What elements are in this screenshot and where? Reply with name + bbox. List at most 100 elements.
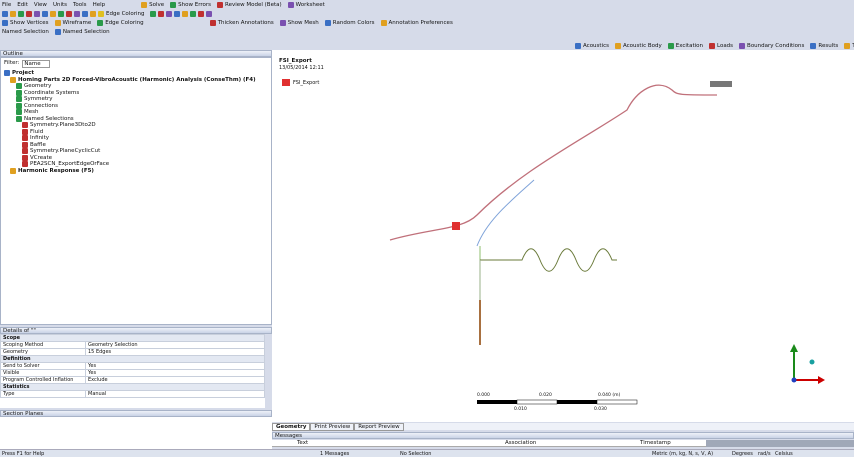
tool-button[interactable]: Edge Coloring	[98, 10, 144, 17]
tool-button[interactable]: Acoustic Body	[614, 42, 662, 49]
tree-item[interactable]: Coordinate Systems	[4, 90, 256, 97]
tool-label: Random Colors	[332, 19, 375, 26]
menu-label: Edit	[17, 1, 28, 8]
detail-row[interactable]: Type Manual	[0, 390, 265, 398]
icon	[97, 19, 104, 26]
tool-button[interactable]: Thicken Annotations	[209, 19, 274, 26]
tree-item[interactable]: Baffle	[4, 142, 256, 149]
scale-label: 0.010	[514, 407, 527, 412]
tool-label: Show Vertices	[10, 19, 49, 26]
tool-icon[interactable]	[82, 10, 88, 17]
tool-icon[interactable]	[90, 10, 96, 17]
scale-label: 0.000	[477, 393, 490, 398]
tree-item[interactable]: Symmetry.Plane3Dto2D	[4, 122, 256, 129]
tool-button[interactable]: Random Colors	[324, 19, 375, 26]
tool-button[interactable]: Loads	[708, 42, 733, 49]
tree-item[interactable]: VCreate	[4, 155, 256, 162]
menu-item[interactable]: Tools	[73, 2, 87, 8]
tree-icon	[10, 167, 16, 174]
tool-button[interactable]: Wireframe	[54, 19, 91, 26]
detail-row[interactable]: Program Controlled Inflation Exclude	[0, 376, 265, 384]
tree-label: PEA2SCN_ExportEdgeOrFace	[30, 161, 110, 167]
tree-item[interactable]: PEA2SCN_ExportEdgeOrFace	[4, 161, 256, 168]
tool-button[interactable]: Acoustics	[575, 42, 609, 49]
tool-button[interactable]: Tools	[844, 42, 854, 49]
tree-item[interactable]: Symmetry.PlaneCyclicCut	[4, 148, 256, 155]
column-header: Association	[505, 440, 537, 446]
tool-icon[interactable]	[10, 10, 16, 17]
tool-button[interactable]: Results	[810, 42, 838, 49]
tab[interactable]: Geometry	[272, 422, 311, 431]
tab[interactable]: Print Preview	[310, 422, 355, 431]
tool-icon[interactable]	[150, 10, 157, 17]
tree-label: Infinity	[30, 135, 49, 141]
tool-button[interactable]: Excitation	[667, 42, 703, 49]
tree-item[interactable]: Homing Parts 2D Forced-VibroAcoustic (Ha…	[4, 77, 256, 84]
menu-item[interactable]: Solve	[141, 1, 164, 8]
section-planes-header: Section Planes	[0, 410, 272, 417]
viewport[interactable]	[272, 50, 854, 422]
tool-icon[interactable]	[190, 10, 197, 17]
filter-field[interactable]: Name	[22, 60, 50, 68]
tool-icon[interactable]	[58, 10, 64, 17]
detail-key: Scoping Method	[0, 341, 86, 349]
tool-label: Acoustic Body	[622, 42, 662, 49]
menu-bar: File Edit View Units Tools Help Solve Show Erro…	[2, 0, 854, 9]
tool-icon[interactable]	[158, 10, 165, 17]
tool-icon[interactable]	[26, 10, 32, 17]
tool-icon[interactable]	[174, 10, 181, 17]
group-row: Scope	[0, 334, 265, 342]
tree-icon	[22, 161, 28, 168]
tool-icon[interactable]	[206, 10, 213, 17]
tool-button[interactable]: Show Mesh	[279, 19, 319, 26]
menu-item[interactable]: Units	[53, 2, 67, 8]
tool-button[interactable]: Annotation Preferences	[380, 19, 453, 26]
tool-icon[interactable]	[198, 10, 205, 17]
detail-row[interactable]: Scoping Method Geometry Selection	[0, 341, 265, 349]
tree-item[interactable]: Connections	[4, 103, 256, 110]
icon	[98, 10, 104, 17]
tree-item[interactable]: Named Selections	[4, 116, 256, 123]
tool-icon[interactable]	[182, 10, 189, 17]
filter-label: Filter:	[4, 60, 20, 66]
tree-item[interactable]: Project	[4, 70, 256, 77]
icon	[380, 19, 387, 26]
tool-icon[interactable]	[166, 10, 173, 17]
menu-item[interactable]: Review Model (Beta)	[217, 1, 282, 8]
tab[interactable]: Report Preview	[354, 422, 404, 431]
tool-button[interactable]: Edge Coloring	[97, 19, 144, 26]
tool-icon[interactable]	[18, 10, 24, 17]
tool-button[interactable]: Named Selection	[2, 29, 49, 35]
tree-item[interactable]: Fluid	[4, 129, 256, 136]
section-planes-panel	[0, 417, 272, 449]
scale-label: 0.030	[594, 407, 607, 412]
tool-button[interactable]: Show Vertices	[2, 19, 49, 26]
tree-item[interactable]: Infinity	[4, 135, 256, 142]
tree-item[interactable]: Geometry	[4, 83, 256, 90]
tree-item[interactable]: Harmonic Response (F5)	[4, 168, 256, 175]
menu-item[interactable]: Edit	[17, 2, 28, 8]
group-name: Statistics	[0, 383, 265, 391]
group-row: Definition	[0, 355, 265, 363]
tool-icon[interactable]	[66, 10, 72, 17]
menu-item[interactable]: Worksheet	[287, 1, 325, 8]
tool-button[interactable]: Named Selection	[54, 28, 110, 35]
tool-icon[interactable]	[42, 10, 48, 17]
menu-item[interactable]: View	[34, 2, 47, 8]
tree-item[interactable]: Mesh	[4, 109, 256, 116]
tool-button[interactable]: Boundary Conditions	[739, 42, 804, 49]
tool-icon[interactable]	[50, 10, 56, 17]
detail-row[interactable]: Send to Solver Yes	[0, 362, 265, 370]
menu-item[interactable]: File	[2, 2, 11, 8]
detail-row[interactable]: Geometry 15 Edges	[0, 348, 265, 356]
tool-icon[interactable]	[34, 10, 40, 17]
menu-item[interactable]: Help	[93, 2, 106, 8]
menu-item[interactable]: Show Errors	[170, 1, 211, 8]
tree-item[interactable]: Symmetry	[4, 96, 256, 103]
tool-label: Excitation	[675, 42, 703, 49]
tree-label: Symmetry.Plane3Dto2D	[30, 122, 96, 128]
detail-row[interactable]: Visible Yes	[0, 369, 265, 377]
tool-icon[interactable]	[2, 10, 8, 17]
tool-icon[interactable]	[74, 10, 80, 17]
tree-icon	[16, 89, 22, 96]
